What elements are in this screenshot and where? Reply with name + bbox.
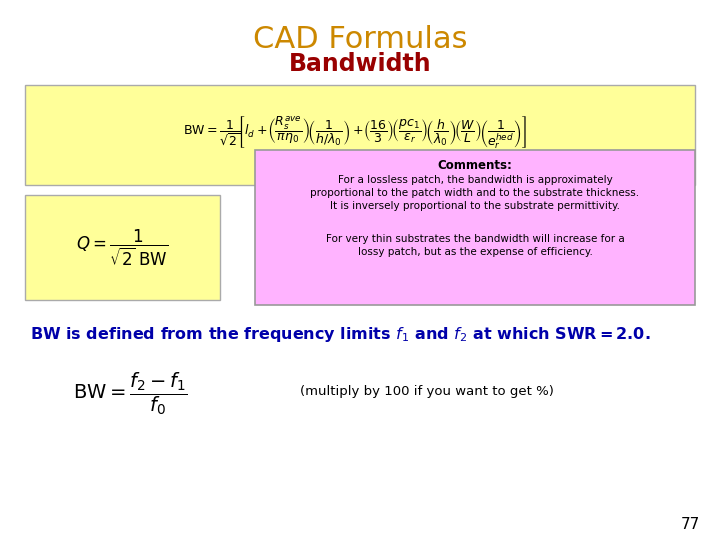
Bar <box>255 150 695 305</box>
Text: $\mathrm{BW} = \dfrac{1}{\sqrt{2}}\!\left[ l_d + \!\left(\dfrac{R_s^{ave}}{\pi\e: $\mathrm{BW} = \dfrac{1}{\sqrt{2}}\!\lef… <box>183 114 527 151</box>
Text: (multiply by 100 if you want to get %): (multiply by 100 if you want to get %) <box>300 385 554 398</box>
Text: For a lossless patch, the bandwidth is approximately
proportional to the patch w: For a lossless patch, the bandwidth is a… <box>310 175 639 211</box>
Text: CAD Formulas: CAD Formulas <box>253 25 467 54</box>
Text: For very thin substrates the bandwidth will increase for a
lossy patch, but as t: For very thin substrates the bandwidth w… <box>325 234 624 257</box>
Text: 77: 77 <box>680 517 700 532</box>
Text: Comments:: Comments: <box>438 159 513 172</box>
Text: $Q = \dfrac{1}{\sqrt{2}\;\mathrm{BW}}$: $Q = \dfrac{1}{\sqrt{2}\;\mathrm{BW}}$ <box>76 228 168 268</box>
Text: $\mathbf{BW}$ is defined from the frequency limits $f_1$ and $f_2$ at which $\ma: $\mathbf{BW}$ is defined from the freque… <box>30 325 651 344</box>
Text: $\mathrm{BW} = \dfrac{f_2 - f_1}{f_0}$: $\mathrm{BW} = \dfrac{f_2 - f_1}{f_0}$ <box>73 370 187 417</box>
Text: Bandwidth: Bandwidth <box>289 52 431 76</box>
Bar <box>25 85 695 185</box>
Bar <box>25 195 220 300</box>
